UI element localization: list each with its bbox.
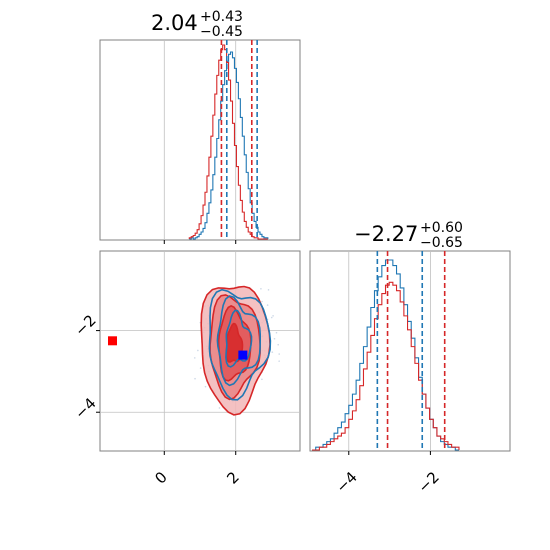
blue-contour-0 <box>208 288 272 401</box>
sample-point <box>199 367 202 369</box>
sample-point <box>266 304 269 306</box>
sample-point <box>273 337 276 340</box>
x2-tick-label-neg4: −4 <box>332 468 360 496</box>
sample-point <box>278 360 280 362</box>
blue-contour-1 <box>216 295 261 387</box>
sample-point <box>197 349 199 352</box>
panel-joint <box>96 250 301 455</box>
sample-point <box>204 385 207 388</box>
marker-blue <box>238 350 248 360</box>
sample-point <box>267 289 270 291</box>
title-param-1-plus: +0.43 <box>200 9 243 25</box>
sample-point <box>271 351 274 353</box>
y-tick-label-neg4: −4 <box>71 394 99 422</box>
title-param-2-minus: −0.65 <box>420 235 463 251</box>
sample-point <box>261 300 263 303</box>
frame-joint <box>99 250 301 452</box>
marker-red <box>108 336 117 346</box>
sample-point <box>272 315 274 317</box>
frame-right <box>309 250 511 452</box>
frame-top <box>99 39 301 241</box>
sample-point <box>277 343 279 346</box>
y-tick-label-neg2: −2 <box>71 311 99 339</box>
hist-top-blue <box>189 51 269 240</box>
sample-point <box>218 407 221 409</box>
title-param-2-plus: +0.60 <box>420 220 463 236</box>
sample-point <box>278 353 280 355</box>
x-tick-label-0: 0 <box>151 468 170 487</box>
panel-right <box>309 250 511 455</box>
title-param-1: 2.04 <box>151 11 198 35</box>
title-param-1-minus: −0.45 <box>200 24 243 40</box>
x2-tick-label-neg2: −2 <box>414 468 442 496</box>
hist-top-red <box>188 44 268 240</box>
sample-point <box>260 288 262 290</box>
title-param-2: −2.27 <box>354 222 418 246</box>
sample-point <box>261 378 263 381</box>
blue-contour-2 <box>225 309 253 368</box>
sample-point <box>193 357 196 359</box>
hist-right-red <box>312 281 460 451</box>
x-tick-label-2: 2 <box>223 468 242 487</box>
sample-point <box>194 377 196 380</box>
sample-point <box>275 331 278 334</box>
sample-point <box>270 316 273 319</box>
panel-top <box>99 39 301 244</box>
